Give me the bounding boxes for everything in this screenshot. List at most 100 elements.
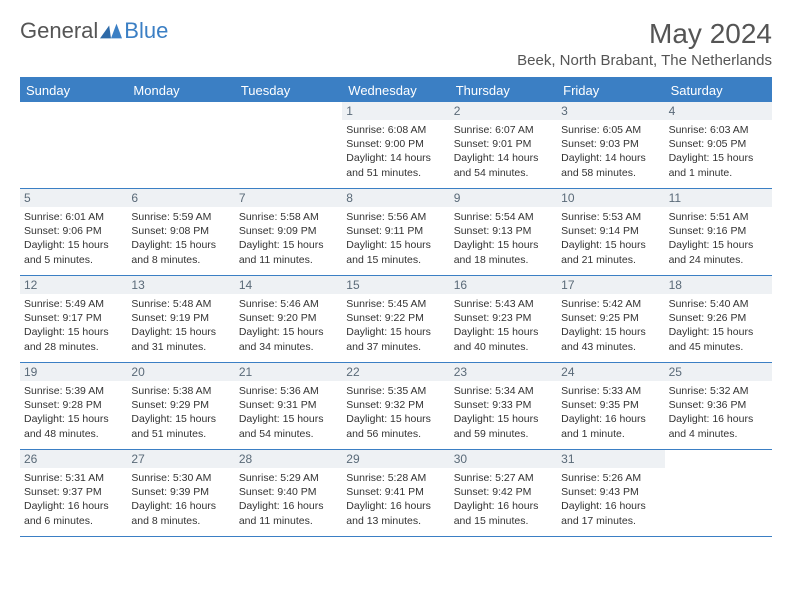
day-header: Saturday	[665, 79, 772, 102]
sunset-text: Sunset: 9:36 PM	[669, 398, 768, 412]
daylight-text: Daylight: 15 hours and 34 minutes.	[239, 325, 338, 353]
week-row: 19Sunrise: 5:39 AMSunset: 9:28 PMDayligh…	[20, 363, 772, 450]
day-info: Sunrise: 5:48 AMSunset: 9:19 PMDaylight:…	[131, 297, 230, 354]
sunrise-text: Sunrise: 5:54 AM	[454, 210, 553, 224]
sunrise-text: Sunrise: 5:53 AM	[561, 210, 660, 224]
sunrise-text: Sunrise: 5:42 AM	[561, 297, 660, 311]
day-number: 14	[235, 276, 342, 294]
daylight-text: Daylight: 15 hours and 56 minutes.	[346, 412, 445, 440]
day-number: 28	[235, 450, 342, 468]
day-number: 16	[450, 276, 557, 294]
day-number: 6	[127, 189, 234, 207]
sunset-text: Sunset: 9:35 PM	[561, 398, 660, 412]
day-cell	[235, 102, 342, 188]
day-info: Sunrise: 5:29 AMSunset: 9:40 PMDaylight:…	[239, 471, 338, 528]
daylight-text: Daylight: 16 hours and 6 minutes.	[24, 499, 123, 527]
sunset-text: Sunset: 9:37 PM	[24, 485, 123, 499]
sunrise-text: Sunrise: 6:01 AM	[24, 210, 123, 224]
day-number: 2	[450, 102, 557, 120]
day-cell: 21Sunrise: 5:36 AMSunset: 9:31 PMDayligh…	[235, 363, 342, 449]
day-info: Sunrise: 5:31 AMSunset: 9:37 PMDaylight:…	[24, 471, 123, 528]
day-cell: 22Sunrise: 5:35 AMSunset: 9:32 PMDayligh…	[342, 363, 449, 449]
day-cell: 5Sunrise: 6:01 AMSunset: 9:06 PMDaylight…	[20, 189, 127, 275]
sunset-text: Sunset: 9:39 PM	[131, 485, 230, 499]
day-cell: 1 Sunrise: 6:08 AMSunset: 9:00 PMDaylight…	[342, 102, 449, 188]
day-cell: 4Sunrise: 6:03 AMSunset: 9:05 PMDaylight…	[665, 102, 772, 188]
day-cell: 13Sunrise: 5:48 AMSunset: 9:19 PMDayligh…	[127, 276, 234, 362]
sunset-text: Sunset: 9:42 PM	[454, 485, 553, 499]
day-number: 3	[557, 102, 664, 120]
daylight-text: Daylight: 14 hours and 54 minutes.	[454, 151, 553, 179]
day-info: Sunrise: 6:05 AMSunset: 9:03 PMDaylight:…	[561, 123, 660, 180]
sunrise-text: Sunrise: 6:08 AM	[346, 123, 445, 137]
day-info: Sunrise: 5:32 AMSunset: 9:36 PMDaylight:…	[669, 384, 768, 441]
daylight-text: Daylight: 15 hours and 40 minutes.	[454, 325, 553, 353]
day-header: Wednesday	[342, 79, 449, 102]
sunrise-text: Sunrise: 5:36 AM	[239, 384, 338, 398]
day-header: Sunday	[20, 79, 127, 102]
sunrise-text: Sunrise: 5:30 AM	[131, 471, 230, 485]
sunrise-text: Sunrise: 5:39 AM	[24, 384, 123, 398]
sunrise-text: Sunrise: 5:40 AM	[669, 297, 768, 311]
day-info: Sunrise: 5:27 AMSunset: 9:42 PMDaylight:…	[454, 471, 553, 528]
day-cell: 12Sunrise: 5:49 AMSunset: 9:17 PMDayligh…	[20, 276, 127, 362]
sunset-text: Sunset: 9:29 PM	[131, 398, 230, 412]
day-number: 12	[20, 276, 127, 294]
day-number: 5	[20, 189, 127, 207]
day-info: Sunrise: 5:46 AMSunset: 9:20 PMDaylight:…	[239, 297, 338, 354]
day-info: Sunrise: 5:28 AMSunset: 9:41 PMDaylight:…	[346, 471, 445, 528]
daylight-text: Daylight: 15 hours and 18 minutes.	[454, 238, 553, 266]
sunset-text: Sunset: 9:20 PM	[239, 311, 338, 325]
sunrise-text: Sunrise: 5:31 AM	[24, 471, 123, 485]
day-info: Sunrise: 6:08 AMSunset: 9:00 PMDaylight:…	[346, 123, 445, 180]
day-number	[665, 450, 772, 454]
sunrise-text: Sunrise: 5:59 AM	[131, 210, 230, 224]
day-info: Sunrise: 5:42 AMSunset: 9:25 PMDaylight:…	[561, 297, 660, 354]
day-number: 10	[557, 189, 664, 207]
sunrise-text: Sunrise: 5:38 AM	[131, 384, 230, 398]
sunrise-text: Sunrise: 5:32 AM	[669, 384, 768, 398]
sunset-text: Sunset: 9:23 PM	[454, 311, 553, 325]
sunrise-text: Sunrise: 5:29 AM	[239, 471, 338, 485]
sunset-text: Sunset: 9:43 PM	[561, 485, 660, 499]
day-info: Sunrise: 5:36 AMSunset: 9:31 PMDaylight:…	[239, 384, 338, 441]
sunrise-text: Sunrise: 5:27 AM	[454, 471, 553, 485]
day-number: 30	[450, 450, 557, 468]
day-info: Sunrise: 5:39 AMSunset: 9:28 PMDaylight:…	[24, 384, 123, 441]
day-number: 1	[342, 102, 449, 120]
sunset-text: Sunset: 9:00 PM	[346, 137, 445, 151]
day-cell: 9Sunrise: 5:54 AMSunset: 9:13 PMDaylight…	[450, 189, 557, 275]
week-row: 5Sunrise: 6:01 AMSunset: 9:06 PMDaylight…	[20, 189, 772, 276]
day-info: Sunrise: 5:51 AMSunset: 9:16 PMDaylight:…	[669, 210, 768, 267]
day-cell: 17Sunrise: 5:42 AMSunset: 9:25 PMDayligh…	[557, 276, 664, 362]
day-info: Sunrise: 5:45 AMSunset: 9:22 PMDaylight:…	[346, 297, 445, 354]
sunset-text: Sunset: 9:14 PM	[561, 224, 660, 238]
daylight-text: Daylight: 15 hours and 1 minute.	[669, 151, 768, 179]
sunset-text: Sunset: 9:32 PM	[346, 398, 445, 412]
day-number	[235, 102, 342, 106]
sunset-text: Sunset: 9:31 PM	[239, 398, 338, 412]
sunrise-text: Sunrise: 6:07 AM	[454, 123, 553, 137]
sunrise-text: Sunrise: 5:33 AM	[561, 384, 660, 398]
day-info: Sunrise: 5:54 AMSunset: 9:13 PMDaylight:…	[454, 210, 553, 267]
daylight-text: Daylight: 15 hours and 51 minutes.	[131, 412, 230, 440]
daylight-text: Daylight: 15 hours and 5 minutes.	[24, 238, 123, 266]
day-number: 25	[665, 363, 772, 381]
day-number: 15	[342, 276, 449, 294]
day-info: Sunrise: 5:35 AMSunset: 9:32 PMDaylight:…	[346, 384, 445, 441]
day-number: 29	[342, 450, 449, 468]
day-cell: 10Sunrise: 5:53 AMSunset: 9:14 PMDayligh…	[557, 189, 664, 275]
day-cell: 27Sunrise: 5:30 AMSunset: 9:39 PMDayligh…	[127, 450, 234, 536]
sunset-text: Sunset: 9:08 PM	[131, 224, 230, 238]
daylight-text: Daylight: 16 hours and 4 minutes.	[669, 412, 768, 440]
day-cell: 20Sunrise: 5:38 AMSunset: 9:29 PMDayligh…	[127, 363, 234, 449]
day-cell: 30 Sunrise: 5:27 AMSunset: 9:42 PMDayligh…	[450, 450, 557, 536]
day-info: Sunrise: 5:43 AMSunset: 9:23 PMDaylight:…	[454, 297, 553, 354]
sunrise-text: Sunrise: 5:51 AM	[669, 210, 768, 224]
daylight-text: Daylight: 15 hours and 43 minutes.	[561, 325, 660, 353]
sunrise-text: Sunrise: 5:58 AM	[239, 210, 338, 224]
day-cell: 29 Sunrise: 5:28 AMSunset: 9:41 PMDayligh…	[342, 450, 449, 536]
daylight-text: Daylight: 15 hours and 45 minutes.	[669, 325, 768, 353]
day-cell: 15 Sunrise: 5:45 AMSunset: 9:22 PMDayligh…	[342, 276, 449, 362]
day-cell: 19Sunrise: 5:39 AMSunset: 9:28 PMDayligh…	[20, 363, 127, 449]
